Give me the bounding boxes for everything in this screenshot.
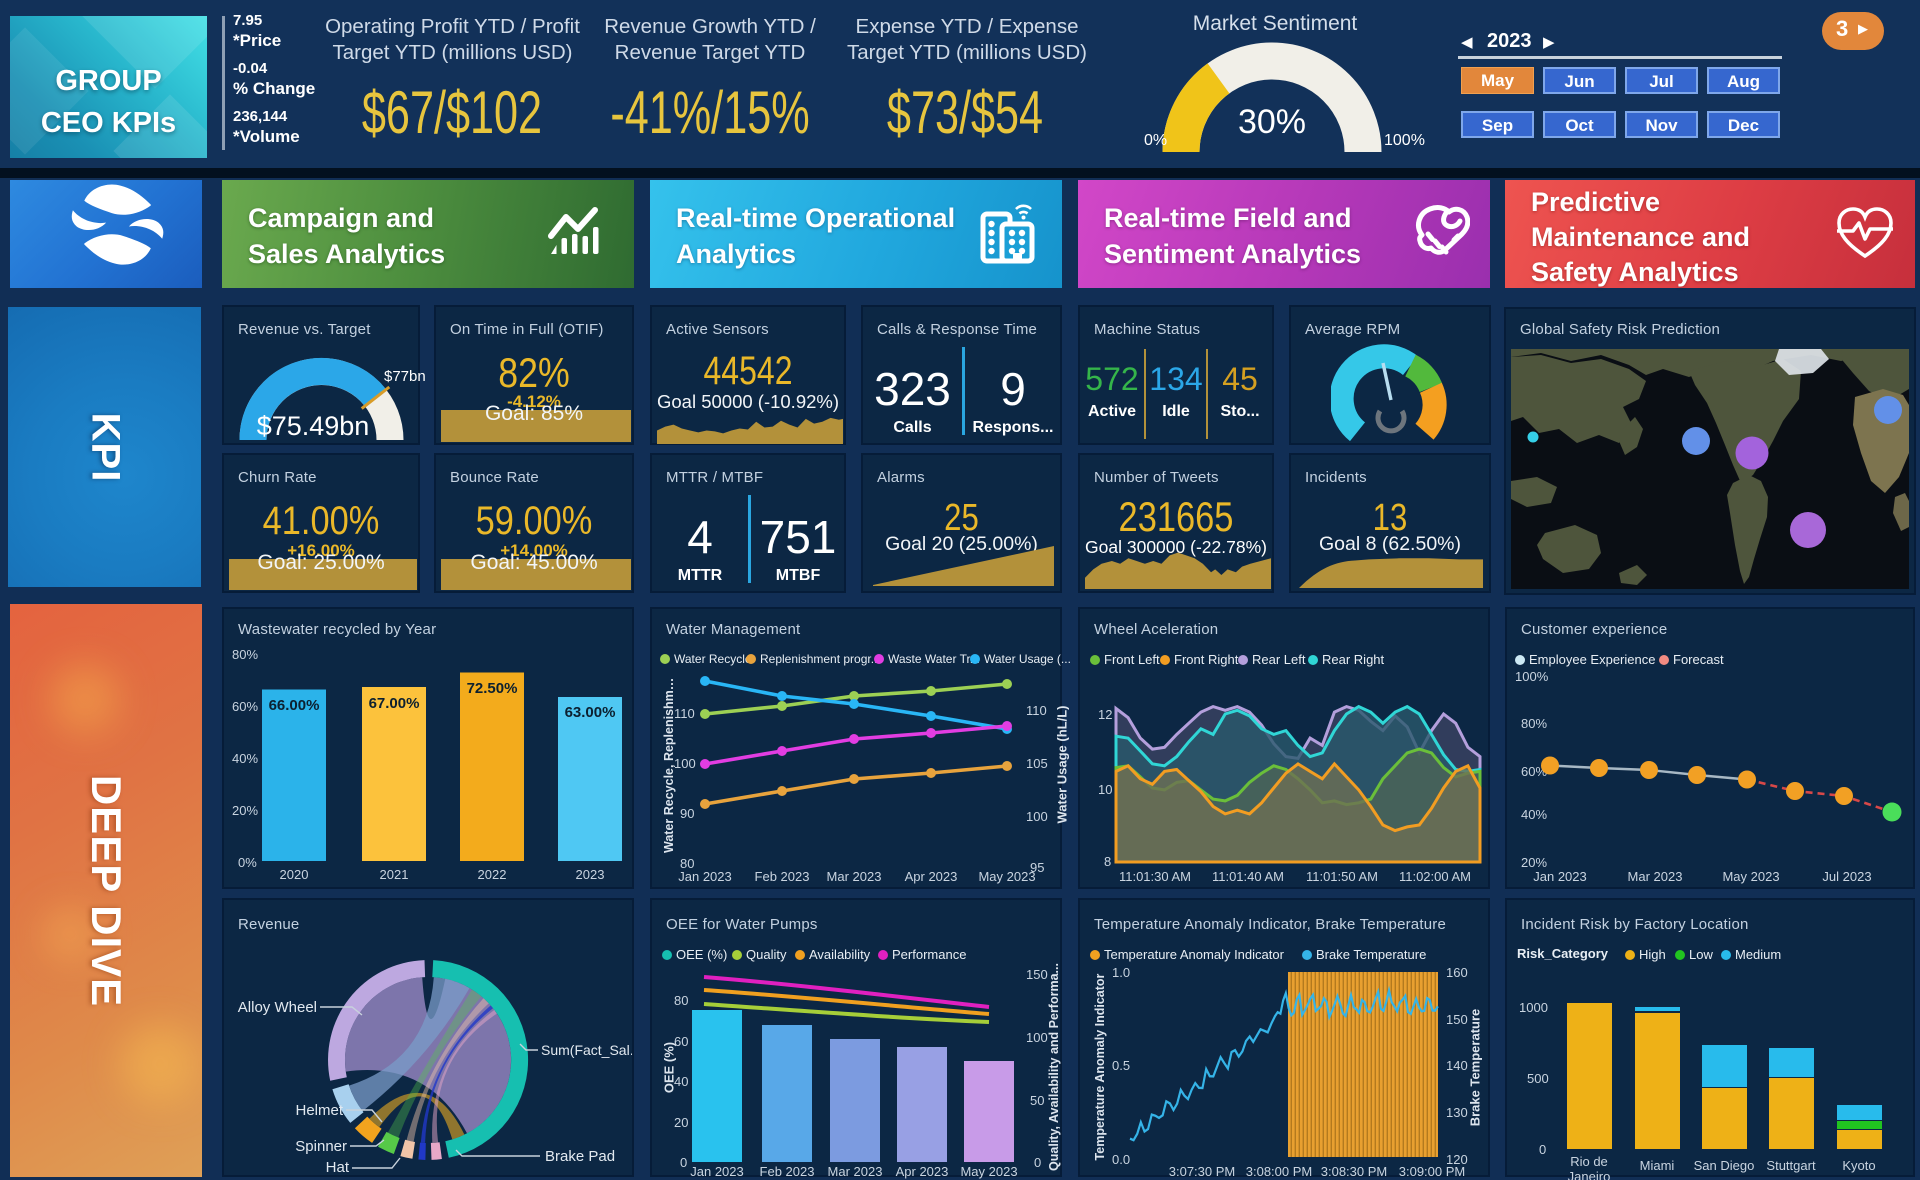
- svg-text:Sum(Fact_Sal...: Sum(Fact_Sal...: [541, 1042, 634, 1058]
- svg-text:66.00%: 66.00%: [269, 697, 320, 714]
- svg-text:72.50%: 72.50%: [467, 680, 518, 697]
- svg-text:Hat: Hat: [326, 1159, 350, 1176]
- svg-text:63.00%: 63.00%: [565, 704, 616, 721]
- svg-text:Alloy Wheel: Alloy Wheel: [238, 999, 317, 1016]
- svg-text:Helmet: Helmet: [295, 1102, 343, 1119]
- svg-text:Spinner: Spinner: [295, 1138, 347, 1155]
- svg-text:Brake Pad: Brake Pad: [545, 1148, 615, 1165]
- svg-text:67.00%: 67.00%: [369, 695, 420, 712]
